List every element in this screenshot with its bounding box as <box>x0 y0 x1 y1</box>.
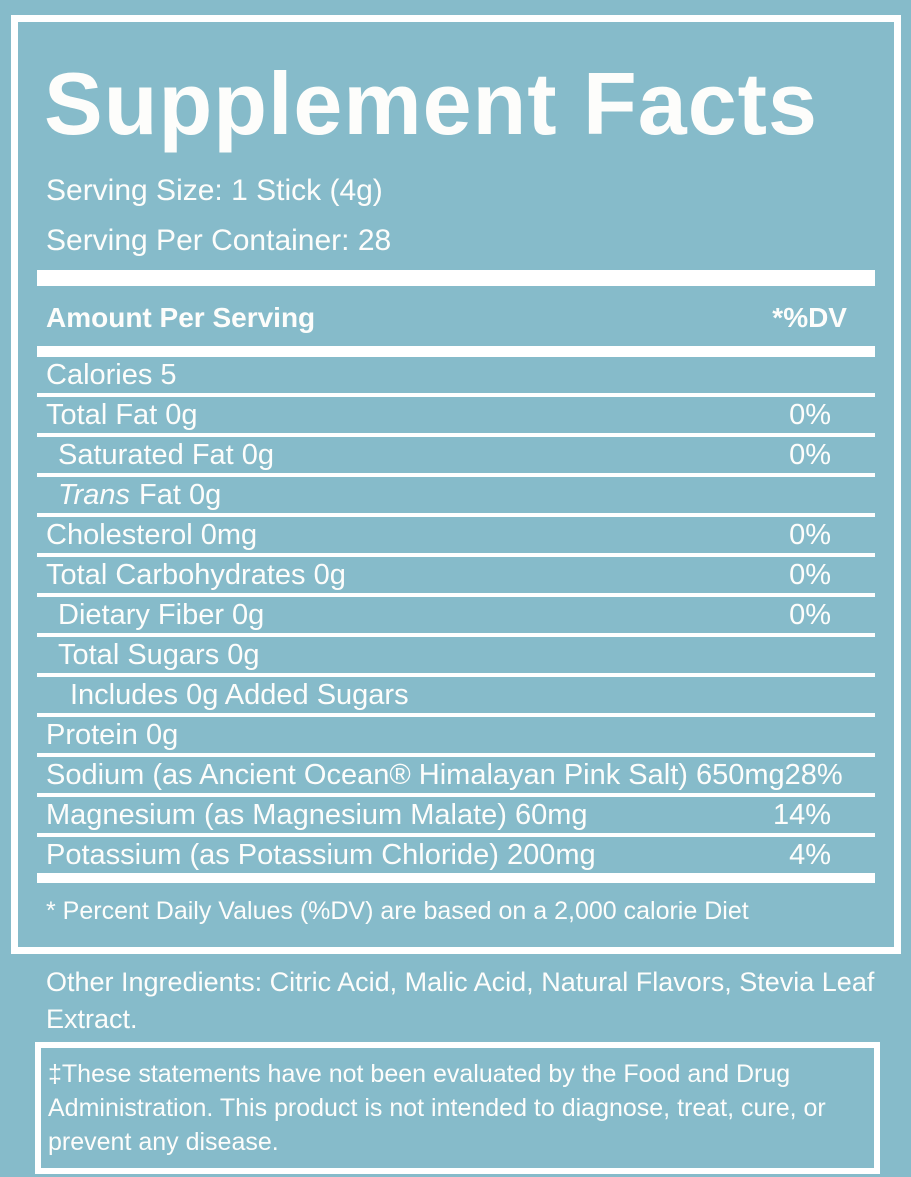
amount-per-serving-label: Amount Per Serving <box>46 302 316 333</box>
nutrient-label: Saturated Fat 0g <box>58 438 275 471</box>
nutrient-row-saturated-fat: Saturated Fat 0g 0% <box>37 437 875 477</box>
nutrient-row-cholesterol: Cholesterol 0mg 0% <box>37 517 875 557</box>
nutrient-dv: 0% <box>789 438 831 471</box>
daily-value-label: *%DV <box>772 302 847 333</box>
supplement-facts-panel: Supplement Facts Serving Size: 1 Stick (… <box>11 15 901 954</box>
nutrient-dv: 0% <box>789 398 831 431</box>
nutrient-row-potassium: Potassium (as Potassium Chloride) 200mg … <box>37 837 875 873</box>
nutrient-label: Includes 0g Added Sugars <box>70 678 409 711</box>
nutrient-row-magnesium: Magnesium (as Magnesium Malate) 60mg 14% <box>37 797 875 837</box>
nutrient-label: Trans Fat 0g <box>58 478 222 511</box>
column-header: Amount Per Serving *%DV <box>37 302 875 334</box>
nutrient-label: Total Carbohydrates 0g <box>46 558 346 591</box>
separator-bar-header <box>37 346 875 357</box>
nutrient-label: Cholesterol 0mg <box>46 518 258 551</box>
nutrient-row-trans-fat: Trans Fat 0g <box>37 477 875 517</box>
nutrient-dv: 28% <box>784 758 843 791</box>
nutrient-row-total-carbohydrates: Total Carbohydrates 0g 0% <box>37 557 875 597</box>
nutrient-label: Potassium (as Potassium Chloride) 200mg <box>46 838 596 871</box>
serving-size: Serving Size: 1 Stick (4g) <box>46 174 383 207</box>
servings-per-container: Serving Per Container: 28 <box>46 224 392 257</box>
nutrient-label: Sodium (as Ancient Ocean® Himalayan Pink… <box>46 758 785 791</box>
nutrient-table: Calories 5 Total Fat 0g 0% Saturated Fat… <box>37 357 875 873</box>
nutrient-dv: 0% <box>789 598 831 631</box>
nutrient-dv: 4% <box>789 838 831 871</box>
nutrient-dv: 0% <box>789 518 831 551</box>
nutrient-label: Protein 0g <box>46 718 179 751</box>
disclaimer-line: prevent any disease. <box>48 1128 279 1156</box>
other-ingredients: Other Ingredients: Citric Acid, Malic Ac… <box>46 964 874 1038</box>
nutrient-row-protein: Protein 0g <box>37 717 875 757</box>
nutrient-dv: 0% <box>789 558 831 591</box>
nutrient-label: Total Fat 0g <box>46 398 198 431</box>
nutrient-dv: 14% <box>772 798 831 831</box>
disclaimer-line: ‡These statements have not been evaluate… <box>48 1060 791 1088</box>
fda-disclaimer-box: ‡These statements have not been evaluate… <box>35 1042 880 1174</box>
dv-footnote: * Percent Daily Values (%DV) are based o… <box>46 897 749 925</box>
other-ingredients-line: Extract. <box>46 1004 138 1034</box>
separator-bar-top <box>37 270 875 286</box>
separator-bar-bottom <box>37 873 875 883</box>
other-ingredients-line: Other Ingredients: Citric Acid, Malic Ac… <box>46 967 875 997</box>
nutrient-row-added-sugars: Includes 0g Added Sugars <box>37 677 875 717</box>
nutrient-row-sodium: Sodium (as Ancient Ocean® Himalayan Pink… <box>37 757 875 797</box>
nutrient-label: Dietary Fiber 0g <box>58 598 265 631</box>
nutrient-row-total-sugars: Total Sugars 0g <box>37 637 875 677</box>
nutrient-label: Total Sugars 0g <box>58 638 260 671</box>
nutrient-row-calories: Calories 5 <box>37 357 875 397</box>
supplement-facts-title: Supplement Facts <box>44 54 818 153</box>
disclaimer-line: Administration. This product is not inte… <box>48 1094 826 1122</box>
nutrient-label: Magnesium (as Magnesium Malate) 60mg <box>46 798 588 831</box>
nutrient-row-total-fat: Total Fat 0g 0% <box>37 397 875 437</box>
nutrient-row-dietary-fiber: Dietary Fiber 0g 0% <box>37 597 875 637</box>
nutrient-label: Calories 5 <box>46 358 177 391</box>
